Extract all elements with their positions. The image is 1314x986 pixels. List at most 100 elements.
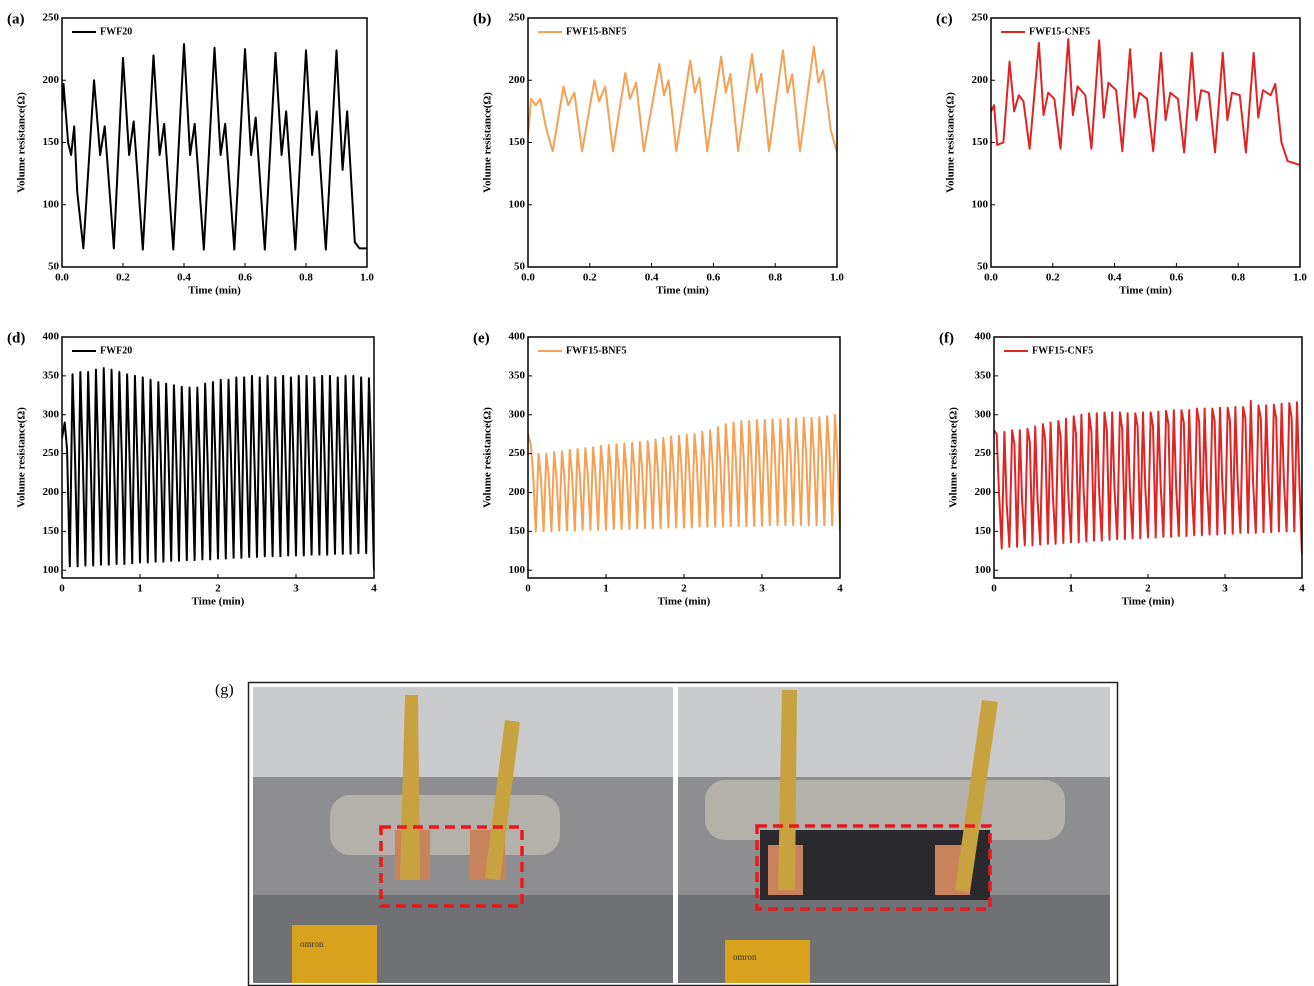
y-tick-label: 100 bbox=[43, 564, 60, 576]
data-line bbox=[528, 413, 840, 533]
clip bbox=[485, 720, 520, 880]
y-tick-label: 100 bbox=[43, 198, 60, 210]
sensor bbox=[292, 925, 377, 983]
y-tick-label: 200 bbox=[43, 486, 60, 498]
chart: 50 100 150 200 250 0.0 0.2 0.4 0.6 0.8 1.0 (b) Time … bbox=[473, 11, 844, 296]
panel-label: (b) bbox=[473, 11, 491, 27]
x-tick-label: 0.4 bbox=[645, 272, 659, 284]
y-tick-label: 200 bbox=[975, 486, 992, 498]
y-axis-label: Volume resistance(Ω) bbox=[482, 407, 494, 508]
plot-area bbox=[991, 38, 1300, 166]
clip bbox=[400, 695, 420, 880]
chart: 100 150 200 250 300 350 400 0 1 2 3 4 (d) Time (min) V… bbox=[7, 330, 377, 607]
legend-label: FWF15-BNF5 bbox=[566, 26, 627, 37]
chart: 100 150 200 250 300 350 400 0 1 2 3 4 (f) Time (min) V… bbox=[939, 330, 1305, 607]
panel-label: (a) bbox=[7, 11, 25, 27]
x-tick-label: 3 bbox=[1222, 583, 1228, 595]
y-tick-label: 100 bbox=[972, 198, 989, 210]
y-tick-label: 50 bbox=[514, 261, 526, 273]
x-tick-label: 1 bbox=[137, 583, 143, 595]
clip bbox=[778, 690, 797, 890]
y-tick-label: 100 bbox=[509, 564, 526, 576]
y-tick-label: 150 bbox=[509, 525, 526, 537]
x-tick-label: 2 bbox=[215, 583, 221, 595]
y-tick-label: 350 bbox=[509, 369, 526, 381]
plot-area bbox=[528, 45, 837, 153]
y-tick-label: 150 bbox=[43, 136, 60, 148]
x-tick-label: 0.0 bbox=[55, 272, 69, 284]
y-tick-label: 250 bbox=[43, 447, 60, 459]
panel-label: (g) bbox=[215, 682, 234, 699]
x-tick-label: 0 bbox=[525, 583, 531, 595]
y-tick-label: 200 bbox=[509, 486, 526, 498]
sensor-text: omron bbox=[300, 939, 324, 949]
x-tick-label: 0.2 bbox=[116, 272, 130, 284]
y-tick-label: 300 bbox=[43, 408, 60, 420]
x-tick-label: 2 bbox=[1145, 583, 1151, 595]
x-tick-label: 0.6 bbox=[1170, 272, 1184, 284]
x-tick-label: 0.2 bbox=[583, 272, 597, 284]
photo-bg bbox=[253, 687, 673, 777]
clip bbox=[955, 700, 998, 892]
y-axis-label: Volume resistance(Ω) bbox=[945, 92, 957, 193]
x-tick-label: 0.8 bbox=[299, 272, 313, 284]
y-tick-label: 50 bbox=[48, 261, 60, 273]
x-tick-label: 0.6 bbox=[238, 272, 252, 284]
x-tick-label: 0 bbox=[59, 583, 65, 595]
y-tick-label: 100 bbox=[975, 564, 992, 576]
y-tick-label: 50 bbox=[977, 261, 989, 273]
y-tick-label: 150 bbox=[972, 136, 989, 148]
x-tick-label: 0.0 bbox=[521, 272, 535, 284]
x-tick-label: 0.0 bbox=[984, 272, 998, 284]
x-axis-label: Time (min) bbox=[1119, 285, 1172, 297]
x-tick-label: 1.0 bbox=[830, 272, 844, 284]
x-tick-label: 0.4 bbox=[1108, 272, 1122, 284]
y-tick-label: 250 bbox=[972, 12, 989, 24]
chart: 100 150 200 250 300 350 400 0 1 2 3 4 (e) Time (min) V… bbox=[473, 330, 843, 607]
legend-label: FWF15-CNF5 bbox=[1029, 26, 1090, 37]
x-tick-label: 4 bbox=[1299, 583, 1305, 595]
chart: 50 100 150 200 250 0.0 0.2 0.4 0.6 0.8 1.0 (c) Time … bbox=[936, 11, 1307, 296]
x-axis-label: Time (min) bbox=[658, 596, 711, 608]
sensor-text: omron bbox=[733, 952, 757, 962]
y-tick-label: 150 bbox=[509, 136, 526, 148]
y-tick-label: 350 bbox=[43, 369, 60, 381]
plot-area bbox=[62, 43, 367, 251]
data-line bbox=[62, 367, 374, 571]
y-tick-label: 200 bbox=[43, 74, 60, 86]
y-tick-label: 250 bbox=[975, 447, 992, 459]
y-tick-label: 350 bbox=[975, 369, 992, 381]
x-tick-label: 2 bbox=[681, 583, 687, 595]
y-tick-label: 250 bbox=[509, 447, 526, 459]
screw-rod bbox=[330, 795, 560, 855]
x-tick-label: 3 bbox=[759, 583, 765, 595]
y-axis-label: Volume resistance(Ω) bbox=[16, 407, 28, 508]
y-tick-label: 400 bbox=[975, 331, 992, 343]
y-axis-label: Volume resistance(Ω) bbox=[482, 92, 494, 193]
x-tick-label: 0.8 bbox=[768, 272, 782, 284]
y-tick-label: 200 bbox=[509, 74, 526, 86]
sensor bbox=[725, 940, 810, 983]
y-tick-label: 150 bbox=[43, 525, 60, 537]
y-tick-label: 100 bbox=[509, 198, 526, 210]
x-tick-label: 4 bbox=[371, 583, 377, 595]
x-tick-label: 0.2 bbox=[1046, 272, 1060, 284]
data-line bbox=[528, 45, 837, 153]
panel-label: (f) bbox=[939, 330, 954, 346]
data-line bbox=[994, 399, 1302, 555]
y-axis-label: Volume resistance(Ω) bbox=[16, 92, 28, 193]
legend-label: FWF20 bbox=[100, 26, 132, 37]
y-tick-label: 400 bbox=[509, 331, 526, 343]
chart: 50 100 150 200 250 0.0 0.2 0.4 0.6 0.8 1.0 (a) Time … bbox=[7, 11, 374, 296]
photo-right: omron bbox=[678, 687, 1110, 983]
legend-label: FWF20 bbox=[100, 345, 132, 356]
panel-label: (e) bbox=[473, 330, 490, 346]
y-tick-label: 300 bbox=[975, 408, 992, 420]
data-line bbox=[62, 43, 367, 251]
x-tick-label: 0.6 bbox=[707, 272, 721, 284]
x-tick-label: 1.0 bbox=[1293, 272, 1307, 284]
x-tick-label: 0.4 bbox=[177, 272, 191, 284]
y-tick-label: 300 bbox=[509, 408, 526, 420]
legend-label: FWF15-CNF5 bbox=[1032, 345, 1093, 356]
plot-area bbox=[994, 399, 1302, 555]
